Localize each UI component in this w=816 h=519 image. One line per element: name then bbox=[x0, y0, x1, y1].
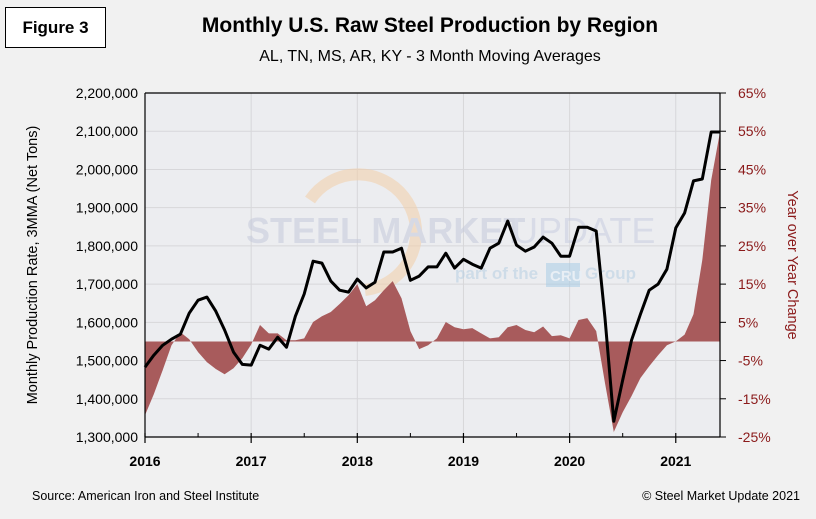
right-tick-label: 15% bbox=[738, 276, 766, 292]
right-axis-ticks: 65% 55% 45% 35% 25% 15% 5% -5% -15% -25% bbox=[720, 85, 771, 445]
source-note: Source: American Iron and Steel Institut… bbox=[32, 489, 260, 503]
figure-label: Figure 3 bbox=[5, 7, 106, 48]
x-tick-label: 2018 bbox=[342, 453, 373, 469]
copyright-note: © Steel Market Update 2021 bbox=[642, 489, 800, 503]
left-tick-label: 2,000,000 bbox=[76, 161, 138, 177]
right-tick-label: -5% bbox=[738, 353, 763, 369]
x-tick-label: 2016 bbox=[129, 453, 160, 469]
x-tick-label: 2020 bbox=[554, 453, 585, 469]
right-axis-label: Year over Year Change bbox=[784, 190, 800, 339]
watermark-cru-text: CRU bbox=[550, 268, 583, 285]
x-tick-label: 2019 bbox=[448, 453, 479, 469]
watermark-tagline-pre: part of the bbox=[455, 264, 538, 283]
left-tick-label: 1,700,000 bbox=[76, 276, 138, 292]
production-line bbox=[143, 130, 720, 423]
chart-subtitle: AL, TN, MS, AR, KY - 3 Month Moving Aver… bbox=[259, 48, 601, 65]
left-tick-label: 1,600,000 bbox=[76, 314, 138, 330]
left-tick-label: 1,400,000 bbox=[76, 391, 138, 407]
chart-title: Monthly U.S. Raw Steel Production by Reg… bbox=[201, 14, 659, 37]
right-tick-label: 35% bbox=[738, 200, 766, 216]
left-tick-label: 1,800,000 bbox=[76, 238, 138, 254]
watermark-brand-light: UPDATE bbox=[512, 210, 655, 251]
watermark-arc bbox=[305, 168, 423, 296]
left-tick-label: 1,900,000 bbox=[76, 200, 138, 216]
watermark-tagline-post: Group bbox=[585, 264, 636, 283]
yoy-area-series bbox=[144, 131, 721, 433]
left-tick-label: 1,500,000 bbox=[76, 353, 138, 369]
right-tick-label: 55% bbox=[738, 123, 766, 139]
right-tick-label: -25% bbox=[738, 429, 771, 445]
watermark-brand-bold: STEEL MARKET bbox=[246, 210, 525, 251]
right-tick-label: 25% bbox=[738, 238, 766, 254]
x-axis-ticks: 2016 2017 2018 2019 2020 2021 bbox=[129, 433, 692, 469]
left-tick-label: 2,200,000 bbox=[76, 85, 138, 101]
right-tick-label: 65% bbox=[738, 85, 766, 101]
left-tick-label: 1,300,000 bbox=[76, 429, 138, 445]
right-tick-label: 45% bbox=[738, 161, 766, 177]
right-tick-label: -15% bbox=[738, 391, 771, 407]
x-tick-label: 2017 bbox=[236, 453, 267, 469]
left-axis-ticks: 2,200,000 2,100,000 2,000,000 1,900,000 1,80… bbox=[76, 85, 138, 445]
x-tick-label: 2021 bbox=[660, 453, 691, 469]
left-axis-label: Monthly Production Rate, 3MMA (Net Tons) bbox=[25, 126, 41, 405]
right-tick-label: 5% bbox=[738, 314, 758, 330]
axes bbox=[144, 92, 721, 438]
left-tick-label: 2,100,000 bbox=[76, 123, 138, 139]
watermark-cru-box bbox=[546, 263, 580, 287]
gridlines bbox=[145, 93, 720, 437]
production-line-series bbox=[143, 130, 721, 423]
